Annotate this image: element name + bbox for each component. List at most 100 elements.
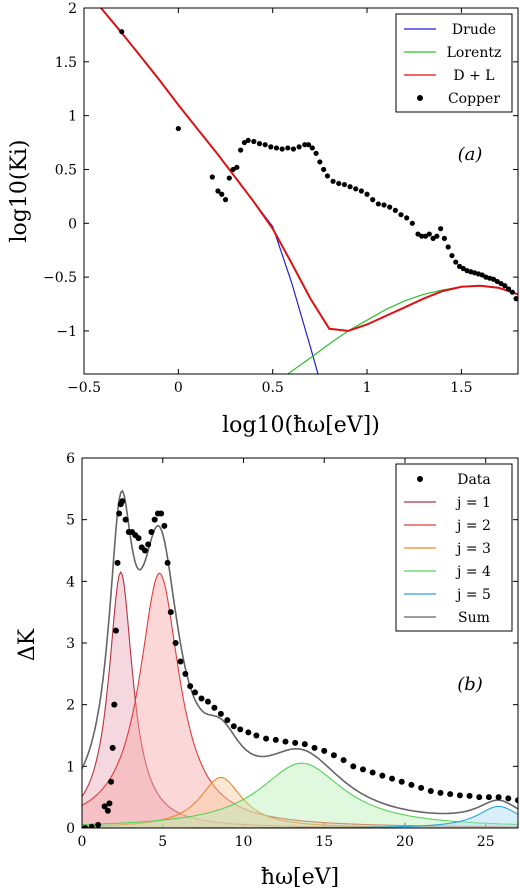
chart-b-point-data <box>111 701 118 708</box>
chart-a-legend-label: Drude <box>452 22 496 38</box>
chart-a-legend-label: Lorentz <box>447 45 502 61</box>
chart-b-xtick-label: 25 <box>477 834 495 850</box>
chart-b-point-data <box>217 710 224 717</box>
chart-b-ytick-label: 5 <box>66 513 75 529</box>
chart-a-point-copper <box>387 204 393 210</box>
chart-b-point-data <box>237 726 244 733</box>
chart-a-ytick-label: −1 <box>56 324 77 340</box>
chart-b-point-data <box>104 807 111 814</box>
chart-a-ticks: −0.5 0 0.5 1 1.5 −1 −0.5 0 0.5 1 1.5 2 <box>43 1 518 396</box>
chart-a-ylabel: log10(Ki) <box>7 140 32 243</box>
chart-b-legend-swatch <box>417 476 423 482</box>
chart-b-line-j2 <box>82 572 518 828</box>
chart-b-point-data <box>106 800 113 807</box>
chart-a-point-copper <box>324 173 331 179</box>
chart-b-point-data <box>114 559 121 566</box>
chart-a-point-copper <box>241 139 247 146</box>
chart-b-point-data <box>292 739 299 746</box>
chart-a-xtick-label: −0.5 <box>67 380 101 396</box>
chart-a-point-copper <box>513 296 518 302</box>
chart-b-point-data <box>112 627 119 634</box>
chart-a-point-copper <box>409 220 415 226</box>
chart-b-ytick-label: 4 <box>66 574 75 590</box>
chart-b-point-data <box>148 529 155 535</box>
chart-a-point-copper <box>456 263 463 269</box>
chart-a-point-copper <box>238 147 244 153</box>
chart-a-point-copper <box>381 202 387 208</box>
chart-b-point-data <box>253 732 260 739</box>
chart-a-series-line-0 <box>100 8 319 374</box>
chart-b-point-data <box>398 778 405 785</box>
chart-a-point-copper <box>370 197 376 203</box>
chart-a-panel-label: (a) <box>458 144 483 165</box>
chart-a-point-copper <box>268 144 274 150</box>
chart-a-point-copper <box>290 146 297 152</box>
chart-b-area-j2 <box>82 573 518 828</box>
chart-a-ytick-label: 2 <box>68 1 77 17</box>
chart-b-point-data <box>466 792 473 799</box>
chart-b: 0 5 10 15 20 25 0 1 2 3 4 5 6 (b) ħω[eV] ΔK Data j = … <box>15 451 519 890</box>
chart-b-point-data <box>109 744 116 751</box>
chart-b-ytick-label: 6 <box>66 451 75 467</box>
chart-b-xlabel: ħω[eV] <box>261 865 339 890</box>
chart-b-point-data <box>272 736 279 743</box>
chart-a-ytick-label: 0.5 <box>55 162 77 178</box>
chart-b-point-data <box>495 794 502 801</box>
chart-a-xtick-label: 1 <box>363 380 372 396</box>
chart-a-point-copper <box>398 212 404 218</box>
chart-a-point-copper <box>234 164 240 170</box>
chart-a-point-copper <box>502 283 508 289</box>
chart-b-point-data <box>122 516 129 523</box>
chart-b-plot-area <box>82 489 518 828</box>
chart-b-point-data <box>182 670 189 677</box>
chart-a-point-copper <box>505 286 512 292</box>
chart-a-point-copper <box>498 280 504 287</box>
chart-b-point-data <box>145 541 152 548</box>
chart-b-point-data <box>204 698 211 705</box>
chart-b-point-data <box>437 789 444 796</box>
chart-a-legend-swatch <box>417 95 423 101</box>
chart-a-legend-label: D + L <box>453 68 494 84</box>
chart-a-point-copper <box>347 184 353 190</box>
chart-b-point-data <box>88 823 95 828</box>
chart-b-legend-label: j = 4 <box>455 564 491 580</box>
chart-b-point-data <box>167 609 174 616</box>
chart-a-point-copper <box>426 231 432 237</box>
chart-a-point-copper <box>353 186 359 192</box>
chart-a-point-copper <box>313 150 319 156</box>
chart-b-point-data <box>82 825 89 828</box>
chart-b-point-data <box>172 640 179 646</box>
chart-b-point-data <box>321 747 328 754</box>
chart-b-point-data <box>108 778 115 785</box>
chart-a-point-copper <box>494 278 500 285</box>
chart-b-legend-label: Sum <box>458 610 490 626</box>
chart-b-point-data <box>263 735 270 742</box>
chart-a-point-copper <box>273 145 280 151</box>
chart-b-ytick-label: 1 <box>66 759 75 775</box>
chart-a-point-copper <box>222 197 229 203</box>
chart-a-point-copper <box>419 233 425 239</box>
chart-b-point-data <box>515 797 518 804</box>
chart-a-point-copper <box>305 142 312 148</box>
chart-a-xtick-label: 0.5 <box>262 380 284 396</box>
chart-a-legend-box <box>395 13 513 113</box>
chart-b-xtick-label: 20 <box>396 834 414 850</box>
chart-b-line-sum <box>82 489 518 815</box>
chart-b-point-data <box>427 788 434 794</box>
chart-a-plot-area <box>100 8 518 374</box>
chart-b-ytick-label: 2 <box>66 698 75 714</box>
chart-a-xlabel: log10(ħω[eV]) <box>222 413 380 438</box>
chart-b-point-data <box>187 683 194 690</box>
chart-a-point-copper <box>375 201 381 207</box>
chart-b-frame <box>81 457 519 829</box>
chart-a-point-copper <box>175 125 181 132</box>
chart-a-point-copper <box>509 289 515 295</box>
chart-a-point-copper <box>209 174 215 180</box>
chart-b-area-j4 <box>82 763 518 828</box>
chart-a-ytick-label: 1.5 <box>55 55 77 71</box>
chart-b-point-data <box>408 781 415 788</box>
chart-b-point-data <box>485 794 492 801</box>
chart-b-point-data <box>198 695 205 702</box>
chart-b-point-data <box>350 763 357 770</box>
